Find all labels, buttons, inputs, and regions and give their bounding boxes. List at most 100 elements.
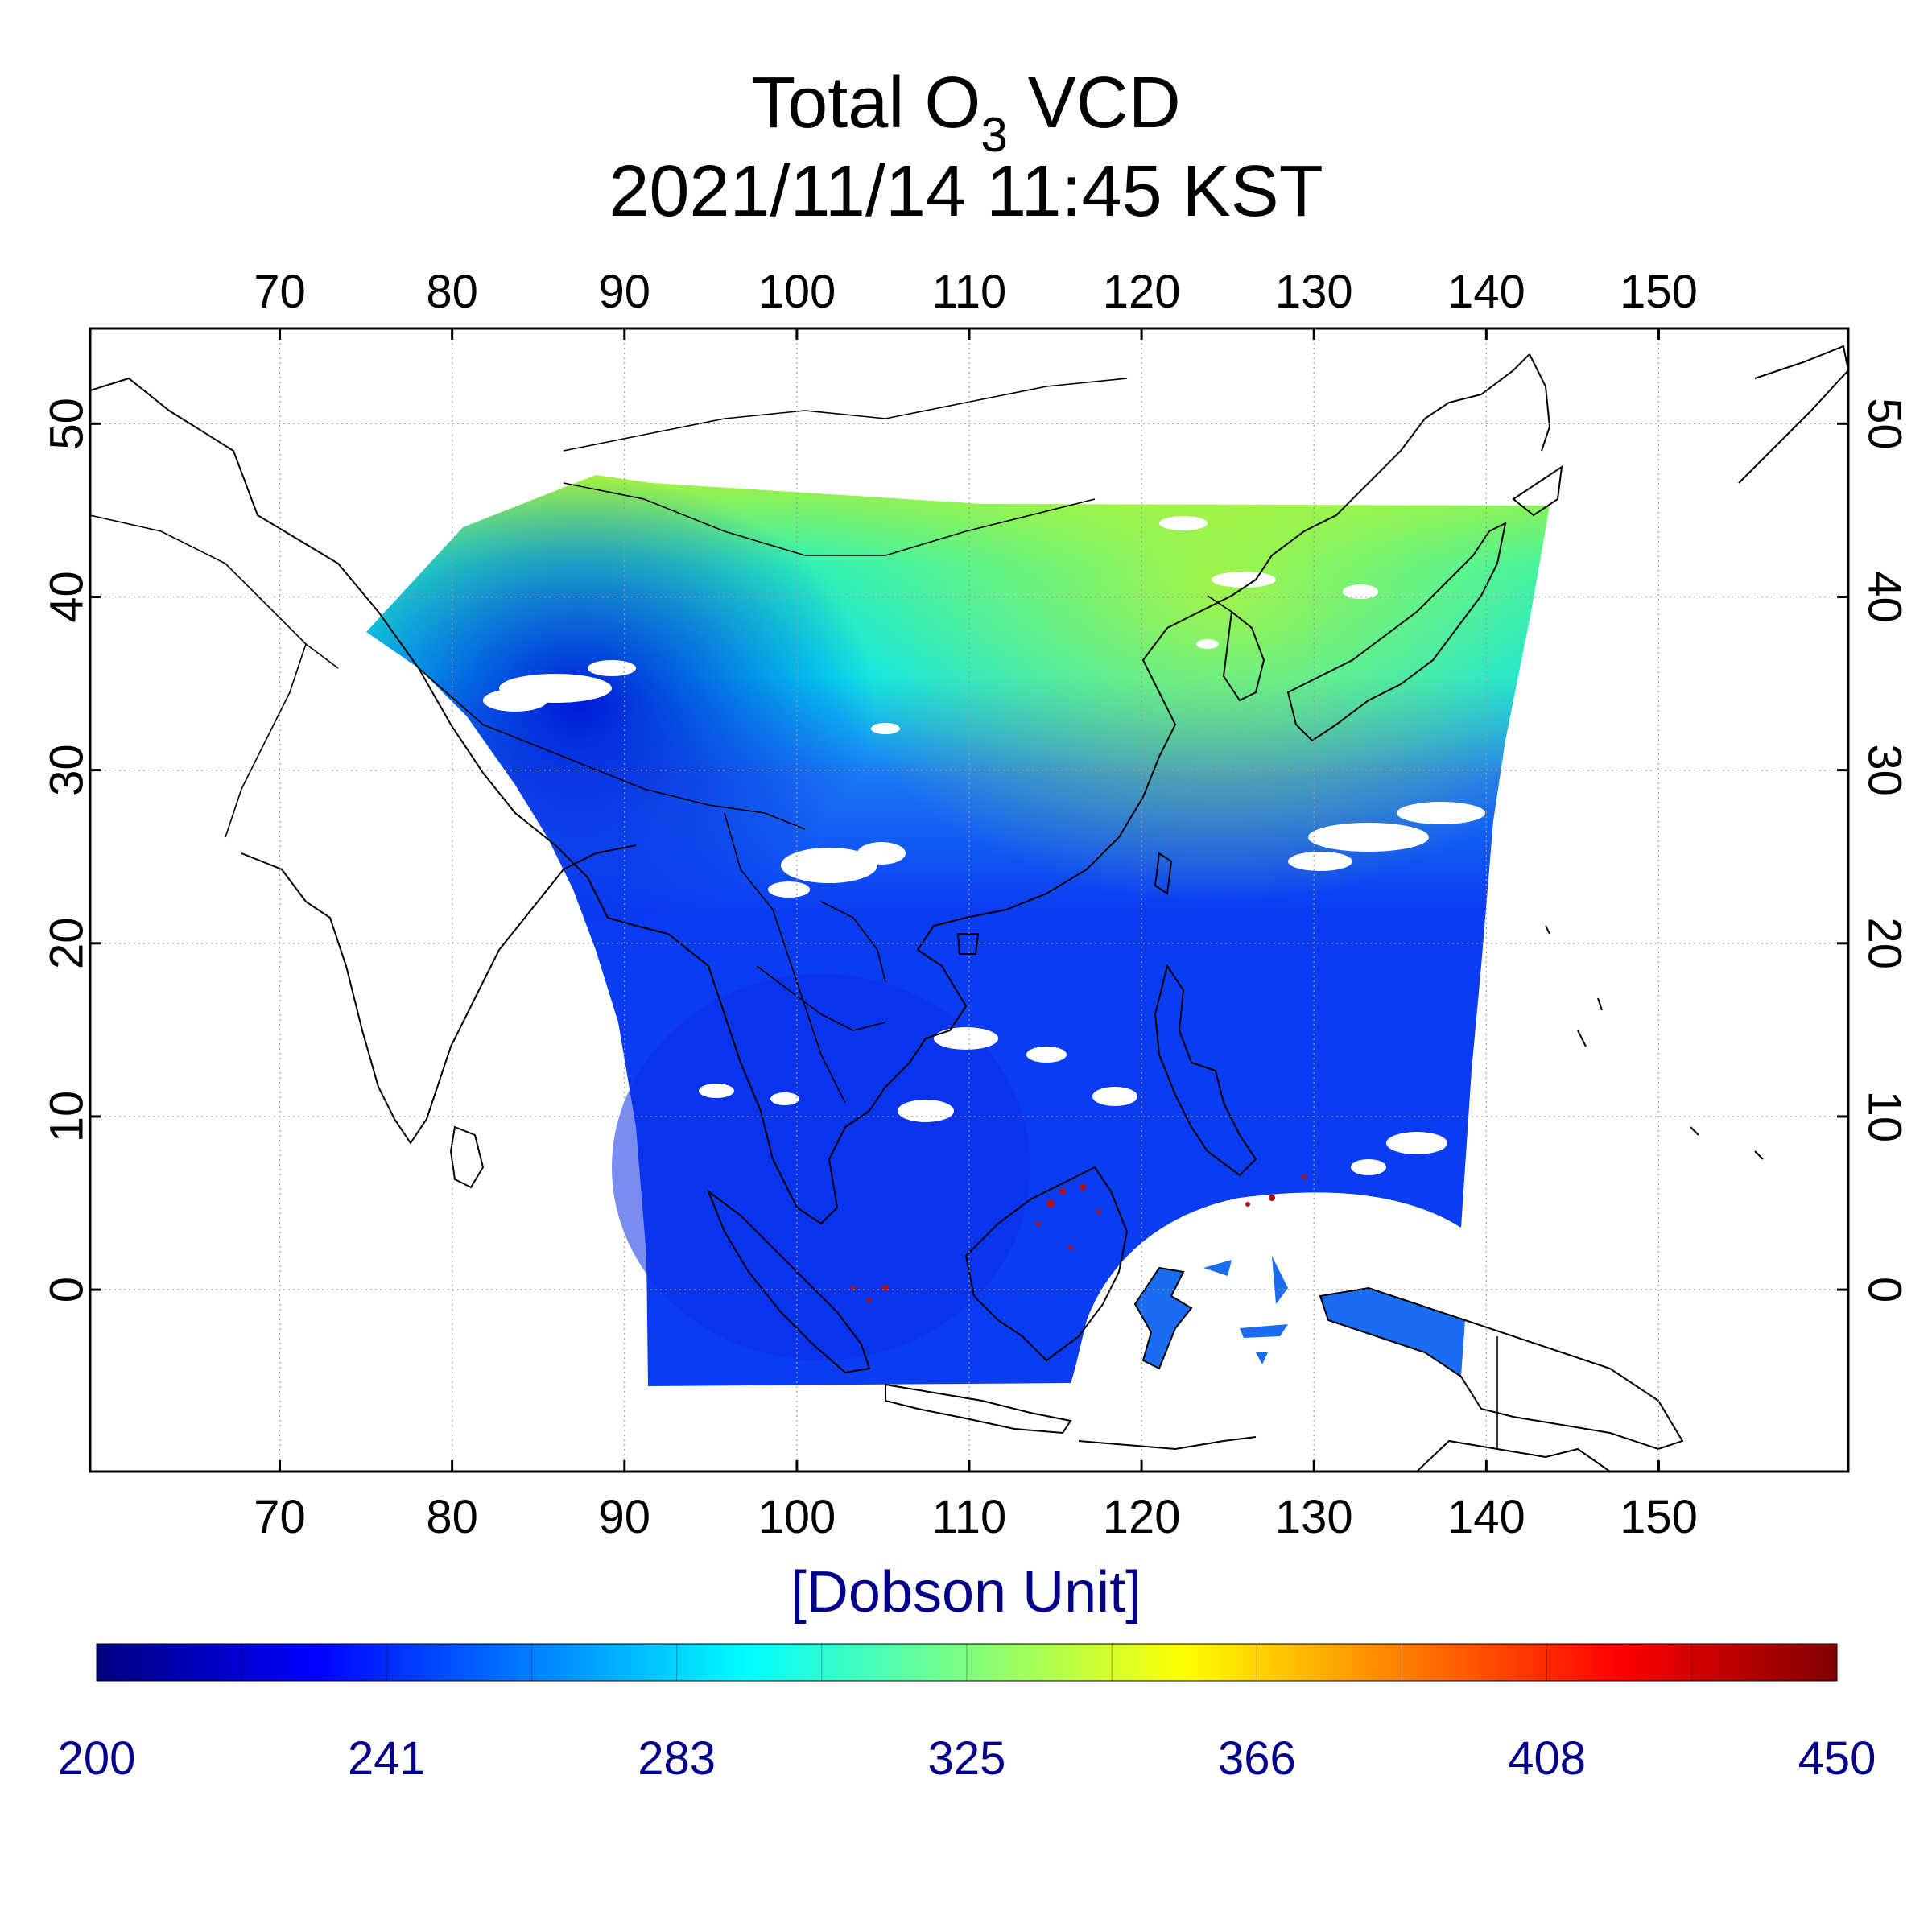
cloud-patch — [934, 1027, 998, 1050]
lat-label-left: 0 — [40, 1277, 93, 1302]
high-ozone-points — [851, 1174, 1307, 1302]
coastline-korea — [1222, 610, 1265, 702]
cloud-patch — [1386, 1132, 1447, 1154]
halmahera-field — [1272, 1256, 1288, 1304]
colorbar-scale — [96, 1643, 1838, 1682]
lon-label-bottom: 90 — [599, 1491, 651, 1543]
lon-label-bottom: 130 — [1275, 1491, 1353, 1543]
border-laos-vietnam — [820, 901, 886, 983]
lat-label-left: 10 — [40, 1091, 93, 1143]
cloud-patch — [768, 881, 810, 898]
lon-labels-bottom: 70 80 90 100 110 120 130 140 150 — [254, 1491, 1698, 1543]
coastline-lesser-sunda — [1078, 1436, 1257, 1451]
cloud-patch — [1092, 1087, 1137, 1106]
lat-label-left: 50 — [40, 398, 93, 450]
lon-label-bottom: 80 — [426, 1491, 478, 1543]
coastline-sulawesi — [1133, 1266, 1193, 1370]
cloud-patch — [1308, 823, 1429, 852]
coastline-borneo — [964, 1166, 1129, 1362]
cloud-patch — [898, 1100, 954, 1122]
cloud-patch — [483, 689, 547, 712]
lon-label-bottom: 70 — [254, 1491, 306, 1543]
lat-label-left: 30 — [40, 744, 93, 796]
coastline-philippines — [1154, 964, 1257, 1177]
coastline-japan — [1286, 522, 1507, 742]
lat-labels-right: 0 10 20 30 40 50 — [1859, 398, 1911, 1302]
border-thailand — [756, 965, 886, 1031]
coastlines — [90, 345, 1848, 1472]
lat-label-right: 0 — [1859, 1277, 1911, 1302]
cloud-patch — [770, 1092, 799, 1105]
colorbar-tick-label: 241 — [348, 1732, 426, 1785]
seram-field — [1240, 1324, 1288, 1338]
border-russia-mongolia — [563, 378, 1128, 452]
lon-labels-top: 70 80 90 100 110 120 130 140 150 — [254, 266, 1698, 318]
lon-label-top: 70 — [254, 266, 306, 318]
coastline-asia-mainland — [90, 353, 1530, 1225]
lat-label-right: 10 — [1859, 1091, 1911, 1143]
lon-label-bottom: 100 — [758, 1491, 836, 1543]
coastline-sumatra — [706, 1189, 871, 1374]
colorbar-tick-label: 408 — [1508, 1732, 1586, 1785]
lon-label-top: 130 — [1275, 266, 1353, 318]
island-field — [1203, 1260, 1232, 1276]
coastline-sri-lanka — [449, 1125, 485, 1189]
cloud-patch — [1288, 852, 1352, 871]
colorbar-tick-label: 283 — [638, 1732, 716, 1785]
colorbar-segments — [241, 1644, 1693, 1681]
lon-label-top: 80 — [426, 266, 478, 318]
coastline-hainan — [956, 933, 980, 955]
lat-labels-left: 0 10 20 30 40 50 — [40, 398, 93, 1302]
lon-label-top: 150 — [1620, 266, 1698, 318]
lat-label-right: 20 — [1859, 918, 1911, 970]
colorbar-tick-label: 366 — [1218, 1732, 1296, 1785]
map-panel: 70 80 90 100 110 120 130 140 150 70 80 90 100 110 120… — [40, 266, 1910, 1543]
cloud-patch — [1343, 584, 1378, 599]
lon-label-bottom: 150 — [1620, 1491, 1698, 1543]
title-line-1: Total O3 VCD — [751, 63, 1181, 162]
cloud-mask — [483, 516, 1485, 1175]
lon-label-top: 110 — [932, 266, 1006, 318]
border-himalaya — [418, 667, 806, 830]
field-southern-low — [612, 974, 1030, 1360]
chart-title: Total O3 VCD 2021/11/14 11:45 KST — [609, 63, 1323, 232]
cloud-patch — [699, 1084, 734, 1098]
lon-label-top: 120 — [1103, 266, 1181, 318]
cloud-patch — [588, 660, 636, 676]
cloud-patch — [1397, 802, 1485, 824]
coastline-java — [885, 1383, 1072, 1435]
cloud-patch — [1026, 1046, 1067, 1063]
coastline-taiwan — [1154, 852, 1173, 895]
lon-label-bottom: 110 — [932, 1491, 1006, 1543]
ozone-swath — [366, 475, 1550, 1386]
colorbar-tick-label: 325 — [928, 1732, 1006, 1785]
coastline-india — [241, 844, 637, 1145]
colorbar: [Dobson Unit] 200 241 283 325 366 408 450 — [58, 1560, 1876, 1785]
border-mongolia-china — [563, 482, 1096, 556]
lon-label-bottom: 140 — [1447, 1491, 1525, 1543]
sulawesi-field — [1135, 1268, 1191, 1368]
border-pakistan-india — [225, 643, 307, 838]
lon-label-top: 140 — [1447, 266, 1525, 318]
map-content — [90, 328, 1848, 1472]
cloud-patch — [1196, 639, 1219, 649]
lon-label-top: 100 — [758, 266, 836, 318]
title-datetime: 2021/11/14 11:45 KST — [609, 151, 1323, 232]
cloud-patch — [1351, 1159, 1386, 1175]
coastline-hokkaido — [1512, 464, 1563, 517]
coastline-pacific-islands — [1545, 925, 1764, 1160]
country-borders — [90, 378, 1498, 1449]
lat-label-right: 40 — [1859, 571, 1911, 623]
colorbar-tick-label: 450 — [1798, 1732, 1876, 1785]
lat-label-right: 30 — [1859, 744, 1911, 796]
border-china-korea — [1207, 595, 1232, 613]
cloud-patch — [781, 848, 877, 883]
colorbar-tick-labels: 200 241 283 325 366 408 450 — [58, 1732, 1876, 1785]
cloud-patch — [871, 723, 900, 734]
title-species: Total O — [751, 63, 980, 143]
cloud-patch — [1212, 572, 1276, 588]
map-grid — [90, 328, 1848, 1472]
lat-label-right: 50 — [1859, 398, 1911, 450]
cloud-patch — [857, 842, 906, 865]
